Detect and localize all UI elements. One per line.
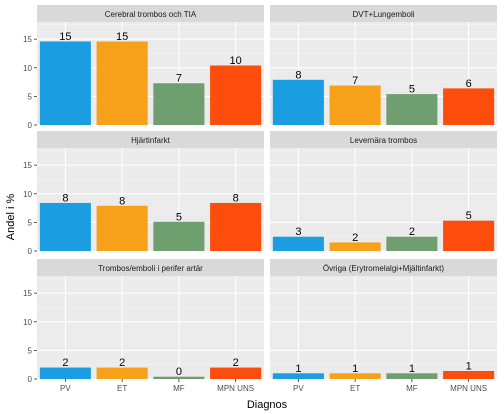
bar-pv [39, 367, 91, 379]
data-label-et: 15 [116, 31, 128, 43]
panel-title: Trombos/emboli i perifer artär [98, 264, 203, 273]
y-tick-label: 15 [23, 289, 32, 298]
data-label-et: 1 [352, 363, 358, 375]
panel-strip [270, 5, 497, 22]
x-tick-label-et: ET [117, 384, 127, 393]
panel-hj-rtinfarkt: Hjärtinfarkt 0 5 10 15 8 8 5 8 [23, 131, 264, 256]
bar-mpn-uns [210, 65, 262, 125]
data-label-pv: 8 [295, 69, 301, 81]
bar-et [329, 242, 381, 251]
panel-strip [37, 131, 264, 148]
data-label-pv: 3 [295, 226, 301, 238]
y-tick-label: 10 [23, 64, 32, 73]
x-tick-label-pv: PV [60, 384, 71, 393]
data-label-mf: 7 [176, 73, 182, 85]
data-label-pv: 8 [62, 192, 68, 204]
panel-cerebral-trombos-och-tia: Cerebral trombos och TIA 0 5 10 15 15 15 7 10 [23, 5, 264, 130]
y-tick-label: 0 [28, 375, 33, 384]
data-label-pv: 2 [62, 357, 68, 369]
bar-et [96, 367, 148, 379]
x-tick-label-mpn-uns: MPN UNS [217, 384, 254, 393]
data-label-et: 7 [352, 75, 358, 87]
x-tick-label-mpn-uns: MPN UNS [450, 384, 487, 393]
bar-pv [272, 236, 324, 251]
bar-mf [153, 221, 205, 251]
data-label-pv: 1 [295, 363, 301, 375]
bar-mf [386, 94, 438, 125]
panel-dvt-lungemboli: DVT+Lungemboli 8 7 5 6 [270, 5, 497, 126]
x-tick-label-pv: PV [293, 384, 304, 393]
x-tick-label-mf: MF [173, 384, 185, 393]
data-label-mpn-uns: 8 [233, 192, 239, 204]
y-tick-label: 10 [23, 318, 32, 327]
bar-pv [272, 373, 324, 379]
data-label-mf: 1 [409, 363, 415, 375]
data-label-mpn-uns: 6 [466, 78, 472, 90]
y-tick-label: 5 [28, 92, 33, 101]
data-label-mpn-uns: 1 [466, 360, 472, 372]
data-label-et: 2 [119, 357, 125, 369]
bar-mf [386, 373, 438, 379]
x-axis-title: Diagnos [247, 399, 288, 411]
y-tick-label: 15 [23, 161, 32, 170]
y-axis-title: Andel i % [5, 194, 17, 241]
bar-mpn-uns [210, 202, 262, 251]
panel-strip [37, 5, 264, 22]
data-label-mf: 5 [409, 84, 415, 96]
panel-strip [37, 259, 264, 276]
data-label-et: 8 [119, 195, 125, 207]
bar-mpn-uns [443, 220, 495, 251]
panel-title: Levernära trombos [350, 136, 417, 145]
bar-et [329, 85, 381, 125]
panel-title: DVT+Lungemboli [352, 10, 414, 19]
y-tick-label: 0 [28, 247, 33, 256]
bar-mpn-uns [210, 367, 262, 379]
data-label-mpn-uns: 10 [230, 55, 242, 67]
panel-title: Cerebral trombos och TIA [105, 10, 197, 19]
y-tick-label: 15 [23, 35, 32, 44]
data-label-mf: 0 [176, 366, 182, 378]
bar-et [329, 373, 381, 379]
bar-mf [153, 83, 205, 125]
x-axis: PV ET MF MPN UNS PV ET MF MPN UNS [60, 379, 487, 393]
data-label-mf: 2 [409, 226, 415, 238]
bar-pv [272, 79, 324, 125]
y-tick-label: 0 [28, 121, 33, 130]
bar-et [96, 41, 148, 126]
panel-vriga-erytromelalgi-mj-ltinfarkt: Övriga (Erytromelalgi+Mjältinfarkt) 1 1 1 1 [270, 259, 497, 380]
y-tick-label: 5 [28, 218, 33, 227]
data-label-pv: 15 [59, 31, 71, 43]
bar-et [96, 205, 148, 251]
data-label-et: 2 [352, 232, 358, 244]
data-label-mpn-uns: 5 [466, 210, 472, 222]
plot-background [37, 276, 264, 379]
panel-trombos-emboli-i-perifer-art-r: Trombos/emboli i perifer artär 0 5 10 15 2 2 0 2 [23, 259, 264, 384]
bar-mf [386, 236, 438, 251]
bar-pv [39, 202, 91, 251]
panel-title: Hjärtinfarkt [131, 136, 170, 145]
data-label-mpn-uns: 2 [233, 357, 239, 369]
panel-strip [270, 131, 497, 148]
bar-pv [39, 41, 91, 126]
bar-mpn-uns [443, 88, 495, 125]
x-tick-label-et: ET [350, 384, 360, 393]
x-tick-label-mf: MF [406, 384, 418, 393]
bar-mf [153, 376, 205, 379]
plot-background [270, 276, 497, 379]
bar-mpn-uns [443, 370, 495, 379]
panel-strip [270, 259, 497, 276]
y-tick-label: 10 [23, 190, 32, 199]
panel-levern-ra-trombos: Levernära trombos 3 2 2 5 [270, 131, 497, 252]
y-tick-label: 5 [28, 346, 33, 355]
panel-title: Övriga (Erytromelalgi+Mjältinfarkt) [323, 264, 444, 273]
data-label-mf: 5 [176, 211, 182, 223]
